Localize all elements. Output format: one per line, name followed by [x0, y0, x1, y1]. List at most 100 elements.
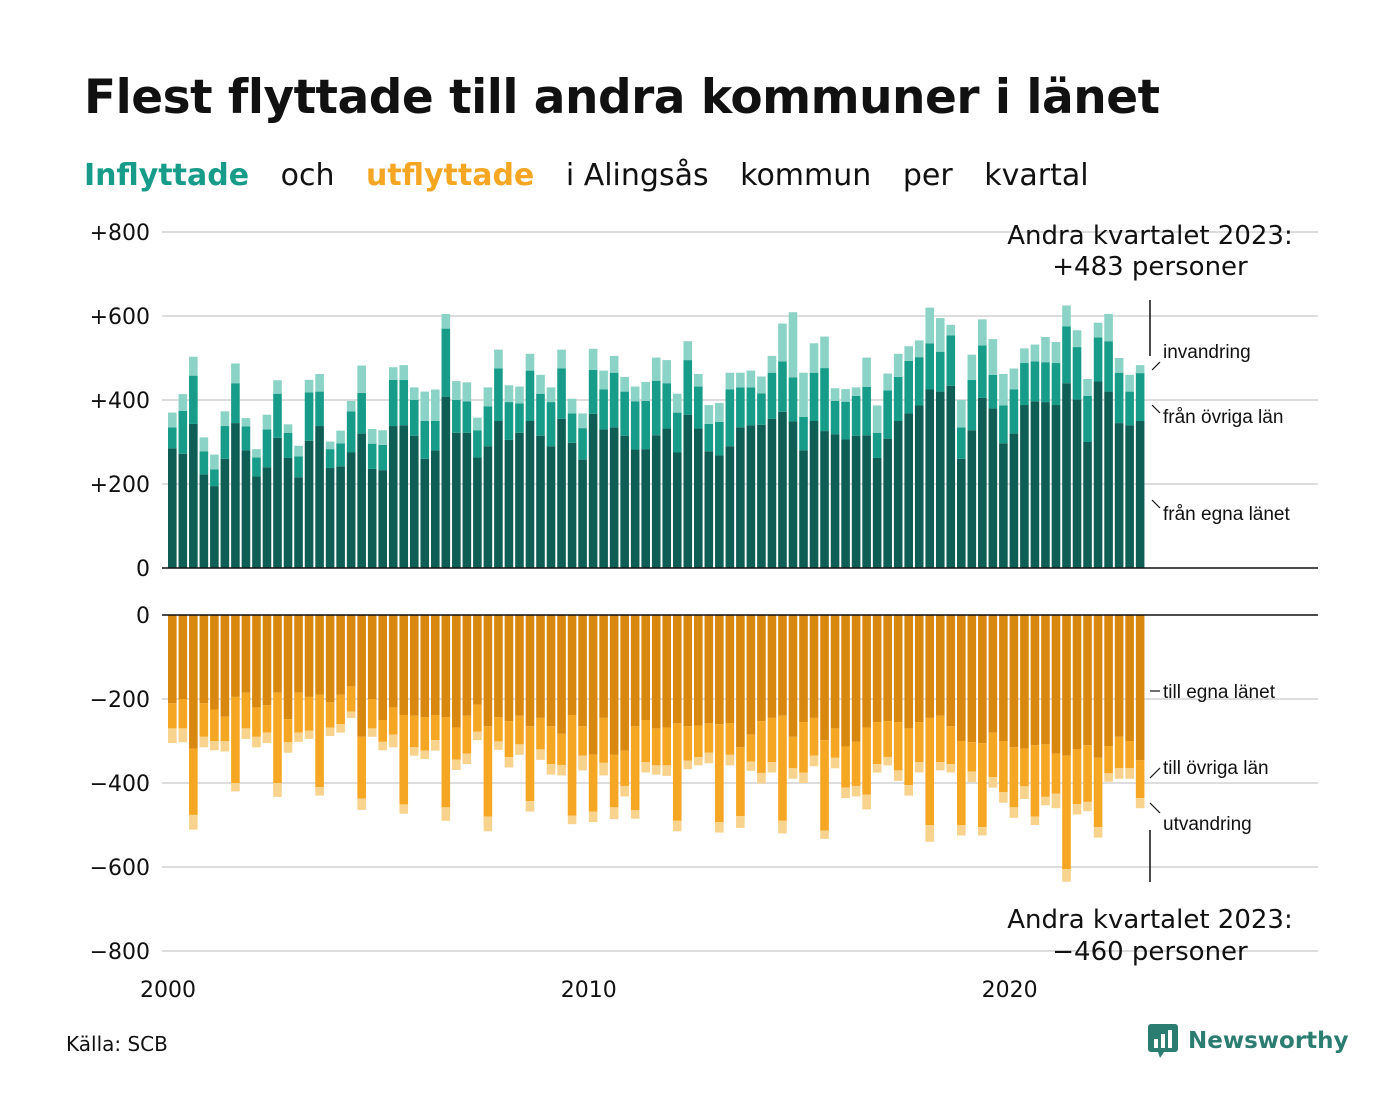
bar-in-own: [1030, 401, 1040, 568]
bar-out-other: [1083, 745, 1092, 802]
bar-out-other: [935, 715, 945, 762]
chart-title: Flest flyttade till andra kommuner i län…: [84, 70, 1160, 125]
bar-out-own: [1114, 615, 1124, 737]
bar-out-other: [599, 717, 608, 763]
bar-in-other: [883, 390, 892, 439]
bar-in-own: [799, 450, 808, 568]
bar-out-own: [904, 615, 913, 729]
bar-out-own: [599, 615, 608, 718]
bar-out-own: [715, 615, 724, 725]
bar-out-other: [409, 715, 419, 748]
bar-out-emig: [641, 762, 650, 773]
bar-in-own: [578, 459, 587, 568]
bar-in-immig: [210, 454, 219, 470]
bar-out-other: [883, 721, 892, 757]
bar-in-immig: [431, 389, 440, 421]
bar-out-other: [925, 717, 935, 825]
bar-in-immig: [872, 405, 882, 433]
bar-out-own: [893, 615, 903, 723]
bar-out-other: [799, 722, 808, 773]
bar-out-own: [504, 615, 514, 722]
bar-out-own: [325, 615, 335, 703]
bar-in-immig: [178, 394, 188, 411]
bar-in-own: [1009, 433, 1019, 568]
bar-in-immig: [599, 370, 608, 390]
bar-in-immig: [515, 386, 524, 404]
bar-out-other: [252, 707, 261, 737]
bar-out-own: [473, 615, 482, 705]
bar-out-own: [683, 615, 693, 727]
bar-out-emig: [967, 771, 977, 783]
bar-out-emig: [925, 825, 935, 842]
bar-in-other: [778, 361, 787, 412]
bar-in-own: [220, 458, 230, 568]
bar-out-other: [546, 726, 556, 765]
bar-out-emig: [168, 728, 177, 744]
bar-in-immig: [262, 414, 272, 430]
bar-in-other: [557, 368, 566, 419]
bar-in-other: [999, 405, 1008, 444]
bar-in-immig: [1062, 305, 1071, 327]
bar-in-other: [935, 351, 945, 392]
x-tick-label: 2000: [140, 978, 196, 1003]
bar-in-own: [483, 446, 493, 568]
bar-out-own: [925, 615, 935, 718]
subtitle-per: per: [902, 158, 953, 193]
bar-in-own: [957, 458, 966, 568]
bar-out-other: [504, 721, 514, 757]
bar-in-other: [841, 401, 850, 440]
bar-out-other: [1125, 741, 1134, 769]
bar-out-own: [462, 615, 472, 716]
bar-out-own: [210, 615, 219, 710]
bar-out-own: [262, 615, 272, 706]
y-tick-label-bottom: −200: [90, 688, 150, 713]
bar-out-emig: [1135, 798, 1145, 809]
bar-out-emig: [462, 753, 472, 765]
bar-out-own: [578, 615, 587, 727]
bar-out-own: [778, 615, 787, 716]
bar-out-emig: [715, 822, 724, 833]
bar-in-immig: [841, 389, 850, 402]
bar-out-emig: [378, 741, 387, 751]
bar-in-own: [515, 432, 524, 568]
bar-out-own: [651, 615, 661, 729]
bar-out-emig: [199, 736, 209, 748]
bar-in-other: [273, 393, 282, 438]
bar-out-own: [168, 615, 177, 704]
bar-out-other: [536, 717, 545, 750]
bar-out-emig: [862, 794, 871, 810]
bar-in-own: [325, 468, 335, 568]
bar-out-own: [809, 615, 819, 718]
bar-out-other: [1072, 749, 1082, 804]
bar-out-other: [346, 686, 356, 712]
bar-out-other: [1104, 746, 1113, 774]
newsworthy-logo: Newsworthy: [1148, 1024, 1349, 1058]
bar-in-immig: [567, 398, 577, 414]
bar-out-emig: [304, 730, 314, 739]
bar-out-emig: [788, 768, 798, 779]
bar-in-other: [262, 429, 272, 468]
bar-out-own: [494, 615, 503, 718]
bar-out-other: [525, 726, 535, 802]
bar-out-own: [399, 615, 409, 715]
bar-in-immig: [609, 355, 619, 373]
bar-out-other: [830, 728, 840, 758]
subtitle-kommun: kommun: [740, 158, 872, 193]
bar-in-immig: [1020, 348, 1029, 364]
bar-out-own: [799, 615, 808, 723]
bar-in-other: [325, 449, 335, 469]
bar-in-other: [1062, 326, 1071, 384]
series-label-top: från egna länet: [1163, 504, 1290, 525]
bar-out-emig: [283, 742, 293, 753]
bar-in-other: [599, 389, 608, 430]
bar-in-immig: [367, 428, 377, 444]
bar-out-emig: [189, 814, 198, 830]
bar-out-emig: [872, 764, 882, 773]
bar-in-other: [588, 369, 598, 414]
bar-in-own: [746, 425, 756, 568]
bar-in-other: [336, 443, 345, 467]
bar-out-emig: [388, 734, 398, 748]
bar-in-immig: [788, 312, 798, 378]
bar-out-own: [1009, 615, 1019, 748]
subtitle-municipality: i Alingsås: [565, 158, 709, 193]
